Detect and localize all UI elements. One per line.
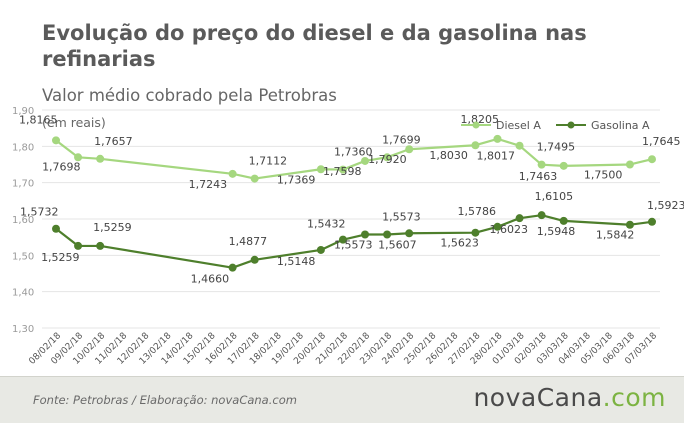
gasolina-data-label: 1,5948: [537, 225, 576, 238]
diesel-data-label: 1,7500: [584, 169, 623, 182]
gasolina-data-label: 1,5842: [596, 229, 635, 242]
gasolina-data-label: 1,5923: [647, 199, 684, 212]
diesel-data-label: 1,8017: [477, 150, 516, 163]
y-tick-label: 1,40: [12, 288, 34, 299]
gasolina-data-label: 1,5573: [334, 239, 373, 252]
y-tick-label: 1,60: [12, 215, 34, 226]
diesel-point: [228, 169, 237, 178]
diesel-data-label: 1,7369: [277, 173, 316, 186]
diesel-data-label: 1,7495: [537, 141, 576, 154]
gasolina-point: [515, 214, 524, 223]
gasolina-point: [316, 245, 325, 254]
diesel-data-label: 1,8205: [460, 113, 499, 126]
gasolina-point: [405, 229, 414, 238]
diesel-point: [96, 154, 105, 163]
gasolina-point: [52, 224, 60, 233]
gasolina-point: [648, 217, 656, 226]
source-note: Fonte: Petrobras / Elaboração: novaCana.…: [33, 393, 297, 407]
y-tick-label: 1,50: [12, 251, 34, 262]
diesel-point: [338, 165, 347, 174]
diesel-point: [537, 160, 546, 169]
gasolina-data-label: 1,5432: [307, 218, 346, 231]
y-tick-label: 1,30: [12, 324, 34, 335]
gasolina-data-label: 1,5786: [457, 205, 496, 218]
gasolina-point: [228, 263, 237, 272]
diesel-data-label: 1,7360: [334, 146, 373, 159]
legend-diesel-marker: [472, 121, 480, 129]
diesel-point: [250, 174, 259, 183]
gasolina-data-label: 1,4660: [191, 273, 230, 286]
diesel-data-label: 1,8165: [19, 113, 58, 126]
legend-gasolina-label: Gasolina A: [591, 119, 650, 132]
diesel-data-label: 1,7699: [382, 133, 421, 146]
gasolina-point: [74, 241, 83, 250]
gasolina-point: [338, 235, 347, 244]
gasolina-data-label: 1,5259: [93, 221, 132, 234]
diesel-data-label: 1,7598: [323, 165, 362, 178]
diesel-point: [74, 153, 83, 162]
brand-name: novaCana: [473, 383, 603, 412]
legend-diesel-label: Diesel A: [496, 119, 541, 132]
gasolina-point: [625, 220, 634, 229]
gasolina-data-label: 1,5573: [382, 211, 421, 224]
gasolina-data-label: 1,4877: [229, 235, 268, 248]
diesel-data-label: 1,7645: [642, 135, 681, 148]
gasolina-data-label: 1,5732: [20, 206, 59, 219]
legend-gasolina-marker: [567, 121, 575, 129]
chart-title: Evolução do preço do diesel e da gasolin…: [42, 21, 587, 71]
gasolina-data-label: 1,5623: [440, 237, 479, 250]
diesel-point: [493, 134, 502, 143]
gasolina-point: [361, 230, 370, 239]
diesel-data-label: 1,7920: [368, 153, 407, 166]
y-tick-label: 1,90: [12, 106, 34, 117]
gasolina-data-label: 1,6023: [490, 223, 529, 236]
gasolina-point: [383, 230, 392, 239]
diesel-data-label: 1,7112: [249, 155, 288, 168]
diesel-point: [52, 136, 60, 145]
brand-logo: novaCana.com: [473, 383, 666, 412]
diesel-point: [515, 141, 524, 150]
gasolina-point: [559, 216, 568, 225]
diesel-point: [648, 155, 656, 164]
gasolina-data-label: 1,5607: [378, 238, 417, 251]
gasolina-point: [96, 241, 105, 250]
gasolina-data-label: 1,5148: [277, 255, 316, 268]
diesel-point: [471, 141, 480, 150]
footer: Fonte: Petrobras / Elaboração: novaCana.…: [0, 376, 684, 423]
gasolina-data-label: 1,6105: [535, 190, 574, 203]
gasolina-data-label: 1,5259: [41, 251, 80, 264]
diesel-point: [625, 160, 634, 169]
diesel-point: [559, 161, 568, 170]
diesel-point: [361, 156, 370, 165]
gasolina-point: [250, 255, 259, 264]
line-chart: (em reais)1,301,401,501,601,701,801,9008…: [12, 106, 684, 367]
gasolina-point: [471, 228, 480, 237]
diesel-data-label: 1,8030: [429, 149, 468, 162]
y-tick-label: 1,80: [12, 142, 34, 153]
diesel-data-label: 1,7698: [42, 160, 81, 173]
diesel-data-label: 1,7243: [189, 178, 228, 191]
diesel-data-label: 1,7463: [519, 170, 558, 183]
diesel-data-label: 1,7657: [94, 135, 133, 148]
y-tick-label: 1,70: [12, 179, 34, 190]
diesel-point: [316, 165, 325, 174]
chart-subtitle: Valor médio cobrado pela Petrobras: [42, 86, 337, 105]
diesel-point: [405, 145, 414, 154]
brand-suffix: .com: [602, 383, 666, 412]
y-unit-label: (em reais): [42, 115, 106, 130]
gasolina-point: [537, 211, 546, 220]
diesel-point: [383, 153, 392, 162]
gasolina-point: [493, 222, 502, 231]
